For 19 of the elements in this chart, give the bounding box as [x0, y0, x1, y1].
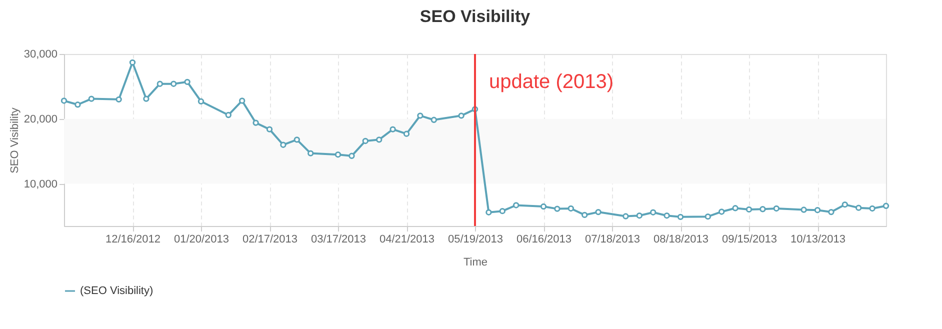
x-axis-title: Time	[463, 256, 488, 268]
x-tick-label: 10/13/2013	[790, 234, 846, 246]
x-tick-label: 12/16/2012	[105, 234, 161, 246]
x-tick-label: 09/15/2013	[722, 234, 778, 246]
x-tick-label: 04/21/2013	[379, 234, 435, 246]
y-tick-label: 30,000	[24, 48, 58, 60]
x-tick-label: 03/17/2013	[310, 234, 366, 246]
x-tick-label: 05/19/2013	[448, 234, 504, 246]
x-tick-label: 02/17/2013	[242, 234, 298, 246]
y-axis-title: SEO Visibility	[8, 107, 21, 174]
legend-label: (SEO Visibility)	[80, 285, 154, 297]
x-tick-label: 07/18/2013	[584, 234, 640, 246]
chart-title: SEO Visibility	[420, 7, 531, 26]
y-tick-label: 10,000	[24, 178, 58, 190]
y-tick-label: 20,000	[24, 113, 58, 126]
ref-line-label: update (2013)	[489, 71, 614, 93]
x-tick-label: 01/20/2013	[174, 234, 230, 246]
x-tick-label: 06/16/2013	[516, 234, 572, 246]
x-tick-label: 08/18/2013	[653, 234, 709, 246]
